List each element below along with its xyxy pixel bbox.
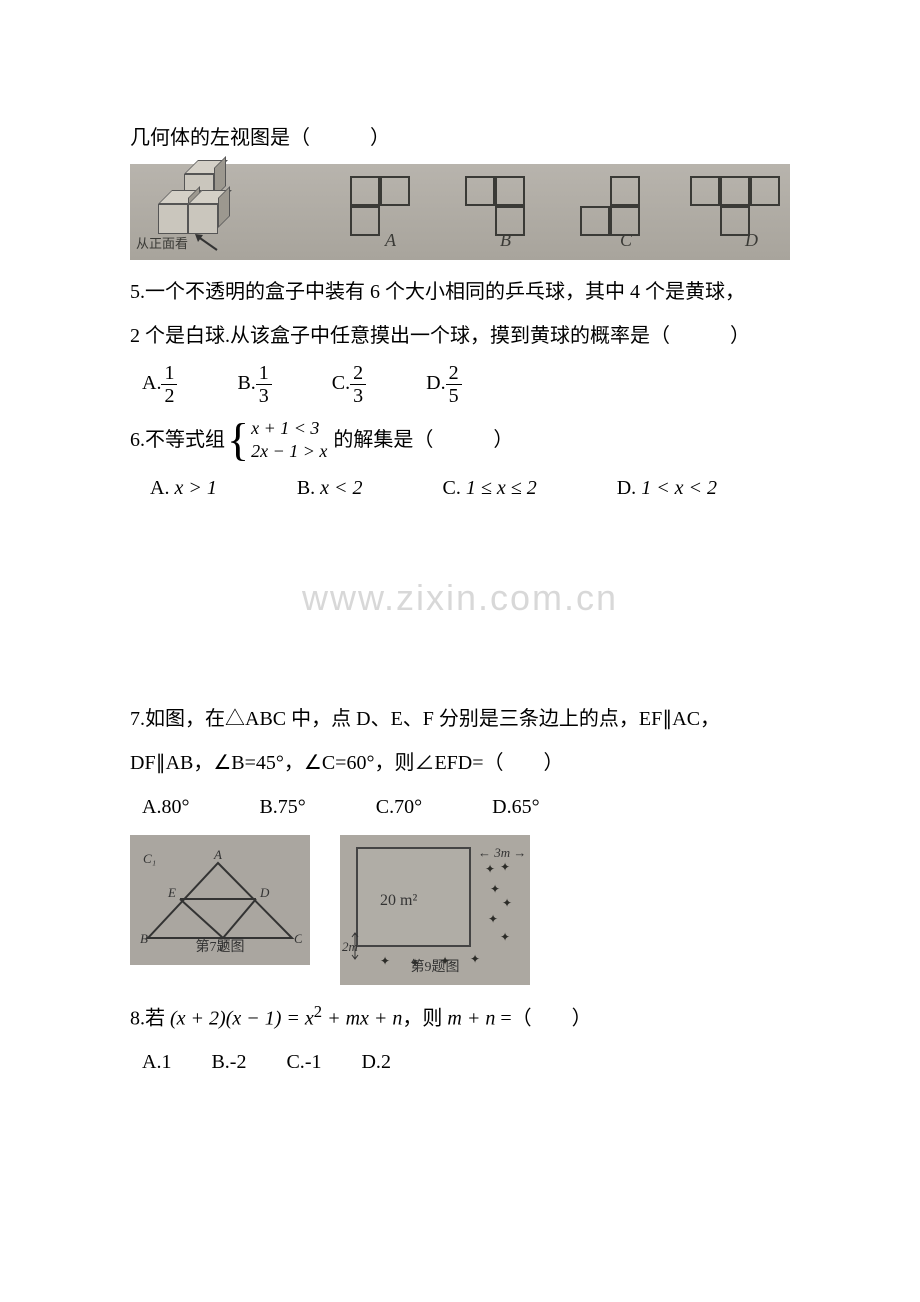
q9-area: 20 m² bbox=[380, 887, 417, 916]
q6-options: A. x > 1 B. x < 2 C. 1 ≤ x ≤ 2 D. 1 < x … bbox=[150, 470, 790, 506]
q7-figure-label: 第7题图 bbox=[130, 935, 310, 960]
q6-stem: 6.不等式组 { x + 1 < 3 2x − 1 > x 的解集是（ ） bbox=[130, 417, 790, 464]
q6-option-d: D. 1 < x < 2 bbox=[617, 470, 717, 506]
q8-option-a: A.1 bbox=[142, 1044, 171, 1080]
q8-option-c: C.-1 bbox=[286, 1044, 321, 1080]
q7-option-b: B.75° bbox=[259, 789, 305, 825]
q6-option-b: B. x < 2 bbox=[297, 470, 363, 506]
q7-option-a: A.80° bbox=[142, 789, 189, 825]
q4-option-b-label: B bbox=[500, 224, 511, 256]
svg-text:E: E bbox=[167, 885, 176, 900]
q8-stem: 8.若 (x + 2)(x − 1) = x2 + mx + n，则 m + n… bbox=[130, 997, 790, 1037]
q4-option-d-label: D bbox=[745, 224, 758, 256]
watermark: www.zixin.com.cn bbox=[130, 566, 790, 631]
q8-options: A.1 B.-2 C.-1 D.2 bbox=[142, 1044, 790, 1080]
q4-figure-strip: 从正面看 A B C D bbox=[130, 164, 790, 260]
q7-option-d: D.65° bbox=[492, 789, 539, 825]
figures-row: A B C C₁ E D F 第7题图 20 m² ← 3m → 2m ✦ ✦ … bbox=[130, 835, 790, 985]
q8-option-b: B.-2 bbox=[211, 1044, 246, 1080]
q4-option-c-label: C bbox=[620, 224, 632, 256]
q7-stem-line1: 7.如图，在△ABC 中，点 D、E、F 分别是三条边上的点，EF∥AC， bbox=[130, 701, 790, 737]
svg-text:D: D bbox=[259, 885, 270, 900]
q4-option-a-label: A bbox=[385, 224, 396, 256]
q4-view-label: 从正面看 bbox=[136, 232, 188, 255]
q7-stem-line2: DF∥AB，∠B=45°，∠C=60°，则∠EFD=（ ） bbox=[130, 745, 790, 781]
q5-option-a: A.12 bbox=[142, 362, 177, 407]
q5-stem-line1: 5.一个不透明的盒子中装有 6 个大小相同的乒乓球，其中 4 个是黄球， bbox=[130, 274, 790, 310]
q8-option-d: D.2 bbox=[361, 1044, 390, 1080]
q7-figure: A B C C₁ E D F 第7题图 bbox=[130, 835, 310, 965]
q5-options: A.12 B.13 C.23 D.25 bbox=[142, 362, 790, 407]
q9-figure: 20 m² ← 3m → 2m ✦ ✦ ✦ ✦ ✦ ✦ ✦ ✦ ✦ ✦ 第9题图 bbox=[340, 835, 530, 985]
svg-text:A: A bbox=[213, 847, 222, 862]
q6-option-a: A. x > 1 bbox=[150, 470, 217, 506]
svg-text:C₁: C₁ bbox=[143, 851, 156, 866]
q7-options: A.80° B.75° C.70° D.65° bbox=[142, 789, 790, 825]
q6-option-c: C. 1 ≤ x ≤ 2 bbox=[443, 470, 537, 506]
q5-option-c: C.23 bbox=[332, 362, 366, 407]
q9-figure-label: 第9题图 bbox=[340, 955, 530, 980]
q4-stem: 几何体的左视图是（ ） bbox=[130, 120, 790, 156]
q5-stem-line2: 2 个是白球.从该盒子中任意摸出一个球，摸到黄球的概率是（ ） bbox=[130, 318, 790, 354]
q5-option-b: B.13 bbox=[237, 362, 271, 407]
q7-option-c: C.70° bbox=[376, 789, 422, 825]
q5-option-d: D.25 bbox=[426, 362, 461, 407]
